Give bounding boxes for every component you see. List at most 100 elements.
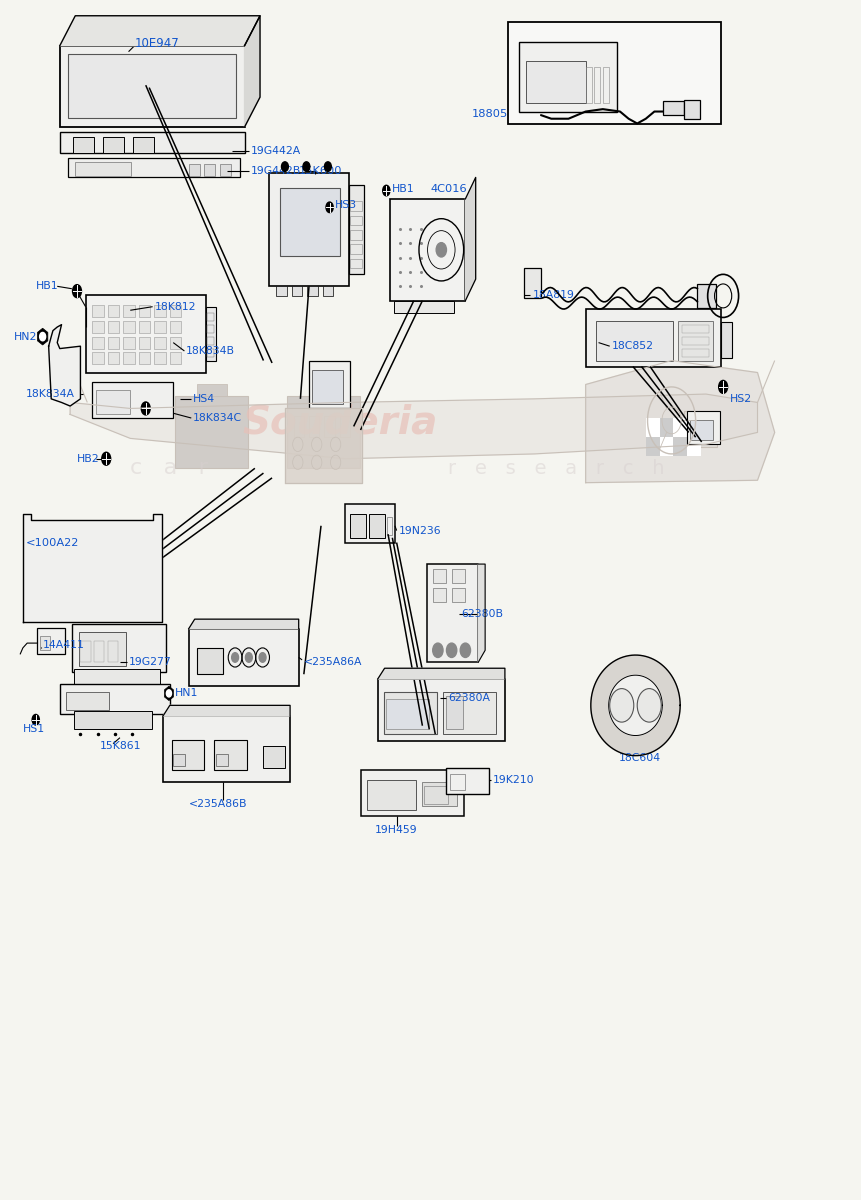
Polygon shape bbox=[163, 706, 290, 716]
Bar bbox=[102, 137, 124, 154]
Bar bbox=[108, 641, 118, 662]
Circle shape bbox=[325, 202, 333, 214]
Bar bbox=[77, 570, 85, 580]
Bar bbox=[518, 42, 616, 112]
Bar bbox=[686, 410, 719, 444]
Bar bbox=[154, 306, 165, 318]
Bar bbox=[74, 712, 152, 730]
Bar bbox=[216, 755, 228, 767]
Bar bbox=[61, 532, 113, 586]
Circle shape bbox=[381, 185, 390, 197]
Text: 14A411: 14A411 bbox=[42, 641, 84, 650]
Text: 18805: 18805 bbox=[472, 109, 508, 119]
Bar bbox=[140, 538, 159, 610]
Text: Souderia: Souderia bbox=[242, 404, 437, 442]
Bar bbox=[662, 101, 684, 115]
Circle shape bbox=[71, 284, 82, 299]
Text: 19H459: 19H459 bbox=[375, 824, 418, 835]
Bar bbox=[207, 348, 214, 356]
Bar bbox=[142, 571, 158, 580]
Bar bbox=[65, 556, 74, 565]
Circle shape bbox=[636, 689, 660, 722]
Bar bbox=[139, 322, 150, 334]
Bar bbox=[350, 230, 362, 240]
Bar bbox=[344, 504, 394, 542]
Bar bbox=[387, 517, 392, 535]
Bar bbox=[99, 556, 108, 565]
Bar bbox=[214, 740, 247, 770]
Bar bbox=[25, 559, 37, 577]
Text: 18C852: 18C852 bbox=[610, 341, 653, 352]
Circle shape bbox=[436, 242, 446, 257]
Text: <100A22: <100A22 bbox=[26, 538, 78, 547]
Bar bbox=[65, 541, 74, 551]
Bar bbox=[197, 384, 226, 396]
Bar bbox=[108, 306, 119, 318]
Bar bbox=[163, 716, 290, 782]
Bar bbox=[35, 605, 54, 619]
Text: 15K861: 15K861 bbox=[100, 742, 141, 751]
Bar bbox=[88, 570, 96, 580]
Bar bbox=[154, 337, 165, 348]
Bar bbox=[206, 307, 216, 360]
Circle shape bbox=[460, 643, 470, 658]
Bar bbox=[142, 583, 158, 592]
Bar bbox=[68, 158, 240, 178]
Bar bbox=[686, 437, 700, 456]
Bar bbox=[681, 325, 709, 334]
Circle shape bbox=[446, 643, 456, 658]
Bar bbox=[432, 588, 446, 602]
Bar bbox=[207, 337, 214, 344]
Bar bbox=[721, 323, 731, 358]
Text: <235A86A: <235A86A bbox=[303, 658, 362, 667]
Bar bbox=[690, 420, 712, 439]
Polygon shape bbox=[37, 329, 47, 344]
Bar bbox=[108, 352, 119, 364]
Text: r   e   s   e   a   r   c   h: r e s e a r c h bbox=[448, 458, 664, 478]
Bar bbox=[426, 564, 478, 662]
Circle shape bbox=[245, 653, 252, 662]
Bar bbox=[108, 337, 119, 348]
Bar bbox=[432, 569, 446, 583]
Bar bbox=[280, 188, 339, 257]
Bar bbox=[92, 306, 103, 318]
Bar bbox=[393, 301, 454, 313]
Circle shape bbox=[717, 379, 728, 394]
Bar bbox=[189, 629, 298, 686]
Bar bbox=[659, 418, 672, 437]
Bar bbox=[61, 605, 80, 619]
Text: 62380A: 62380A bbox=[448, 694, 490, 703]
Bar bbox=[139, 306, 150, 318]
Bar bbox=[142, 559, 158, 568]
Bar bbox=[59, 46, 245, 127]
Bar bbox=[207, 325, 214, 334]
Bar bbox=[175, 396, 248, 468]
Circle shape bbox=[31, 714, 40, 726]
Bar bbox=[189, 164, 200, 176]
Bar bbox=[451, 569, 465, 583]
Bar bbox=[585, 67, 591, 103]
Bar bbox=[65, 570, 74, 580]
Bar bbox=[65, 692, 108, 710]
Polygon shape bbox=[285, 408, 362, 482]
Bar bbox=[308, 415, 319, 437]
Bar bbox=[197, 648, 223, 674]
Bar bbox=[123, 306, 134, 318]
Circle shape bbox=[140, 401, 151, 415]
Bar bbox=[602, 67, 608, 103]
Circle shape bbox=[40, 332, 46, 341]
Text: 10E947: 10E947 bbox=[134, 37, 179, 49]
Bar bbox=[170, 322, 181, 334]
Text: 18A819: 18A819 bbox=[532, 289, 573, 300]
Text: HN1: HN1 bbox=[175, 689, 198, 698]
Bar bbox=[170, 306, 181, 318]
Polygon shape bbox=[478, 564, 485, 662]
Bar bbox=[681, 348, 709, 356]
Text: c   a   r: c a r bbox=[130, 458, 208, 479]
Polygon shape bbox=[245, 16, 260, 127]
Text: <235A86B: <235A86B bbox=[189, 798, 247, 809]
Text: 18K834A: 18K834A bbox=[26, 389, 74, 400]
Bar bbox=[108, 322, 119, 334]
Bar bbox=[350, 514, 365, 538]
Bar bbox=[77, 541, 85, 551]
